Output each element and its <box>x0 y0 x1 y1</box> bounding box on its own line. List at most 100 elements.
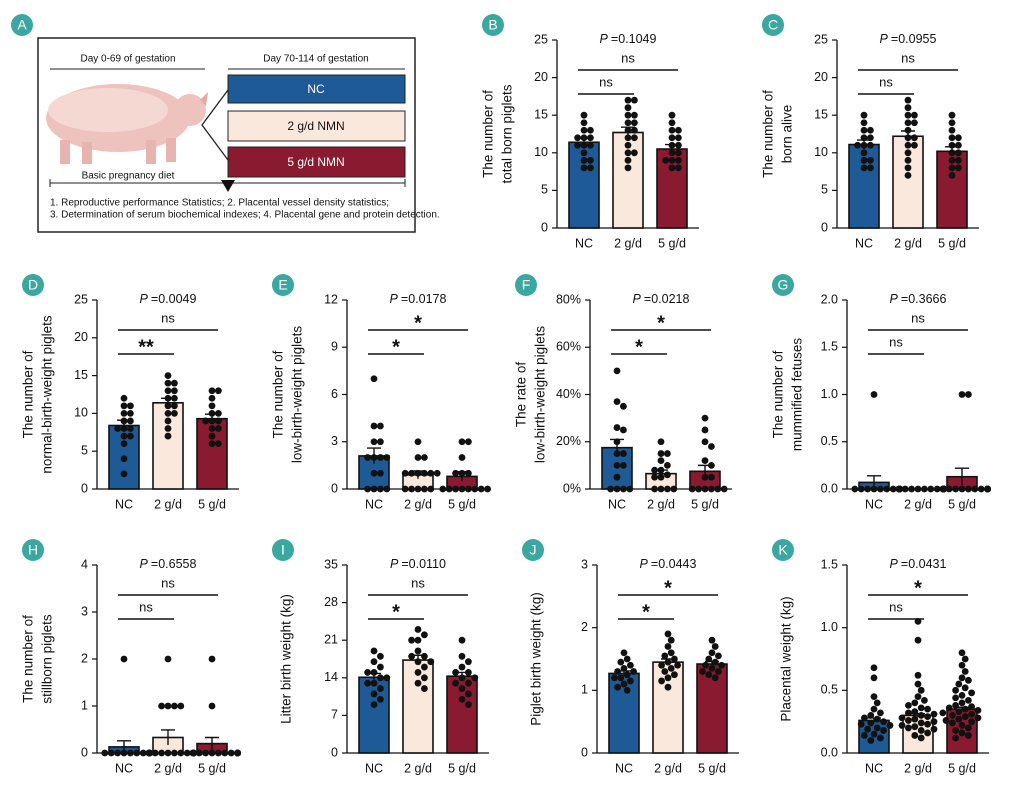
data-point <box>867 737 875 744</box>
data-point <box>870 693 878 700</box>
data-point <box>711 674 719 682</box>
y-axis-label: stillborn piglets <box>40 614 55 704</box>
data-point <box>870 391 878 398</box>
data-point <box>613 398 621 405</box>
data-point <box>617 658 625 666</box>
data-point <box>898 722 906 729</box>
significance-label: ns <box>161 575 175 590</box>
data-point <box>458 695 466 703</box>
data-point <box>120 417 128 425</box>
data-point <box>904 149 912 157</box>
p-value: P =0.6558 <box>140 557 197 571</box>
y-axis-label: The number of <box>771 350 786 438</box>
data-point <box>955 715 963 723</box>
data-point <box>911 119 918 127</box>
panel-badge <box>772 539 794 561</box>
data-point <box>120 432 128 440</box>
data-point <box>948 134 956 142</box>
data-point <box>614 683 621 691</box>
y-tick-label: 28 <box>324 595 338 609</box>
data-point <box>624 119 632 127</box>
data-point <box>370 669 378 676</box>
data-point <box>408 652 415 660</box>
data-point <box>930 718 938 726</box>
data-point <box>961 655 969 663</box>
data-point <box>408 636 415 644</box>
data-point <box>924 705 931 713</box>
data-point <box>651 466 658 474</box>
y-tick-label: 0 <box>331 745 338 759</box>
data-point <box>658 661 665 669</box>
p-value: P =0.0443 <box>640 557 697 571</box>
data-point <box>427 469 435 477</box>
data-point <box>620 485 627 493</box>
data-point <box>948 171 956 179</box>
p-number: =0.6558 <box>151 557 197 571</box>
data-point <box>667 665 675 672</box>
data-point <box>965 676 972 684</box>
data-point <box>158 702 166 710</box>
data-point <box>873 699 881 707</box>
p-number: =0.0110 <box>401 557 446 571</box>
data-point <box>911 723 919 731</box>
data-point <box>664 461 671 469</box>
significance-label: * <box>392 601 400 623</box>
data-point <box>901 485 909 493</box>
error-bar <box>955 467 969 486</box>
data-point <box>917 727 925 734</box>
data-point <box>705 655 713 663</box>
data-point <box>364 454 371 461</box>
data-point <box>965 724 972 732</box>
x-tick-label: NC <box>115 497 133 511</box>
p-number: =0.0049 <box>151 292 197 306</box>
data-point <box>613 485 621 493</box>
p-value: P =0.0955 <box>880 32 937 46</box>
data-point <box>961 705 969 713</box>
data-point <box>377 695 384 703</box>
data-point <box>620 649 628 657</box>
data-point <box>914 485 922 493</box>
data-point <box>702 661 709 669</box>
data-point <box>958 691 966 699</box>
group-box <box>227 110 406 142</box>
panel-badge <box>22 274 44 296</box>
data-point <box>215 425 222 432</box>
data-point <box>675 141 682 149</box>
data-point <box>439 485 447 493</box>
y-tick-label: 2.0 <box>821 292 838 306</box>
p-number: =0.0431 <box>901 557 947 571</box>
data-point <box>708 443 715 450</box>
data-point <box>657 457 665 465</box>
data-point <box>215 440 222 448</box>
chart-panel: G The number of mummified fetuses 0.0 0.5 1.0… <box>771 274 991 511</box>
data-point <box>671 671 678 679</box>
data-point <box>904 156 912 164</box>
data-point <box>675 156 682 164</box>
data-point <box>164 417 172 425</box>
data-point <box>126 432 134 440</box>
p-symbol: P <box>390 292 399 306</box>
data-point <box>452 485 459 493</box>
data-point <box>651 485 658 493</box>
p-number: =0.0178 <box>401 292 447 306</box>
data-point <box>877 485 884 493</box>
data-point <box>465 438 472 446</box>
data-point <box>458 438 466 446</box>
data-point <box>904 171 912 179</box>
x-tick-label: 2 g/d <box>154 497 182 511</box>
connector <box>201 89 229 161</box>
x-tick-label: 5 g/d <box>658 236 686 250</box>
data-point <box>968 703 975 711</box>
data-point <box>626 485 634 493</box>
data-point <box>471 674 479 682</box>
data-point <box>377 469 384 477</box>
data-point <box>607 485 614 493</box>
data-point <box>414 658 422 666</box>
data-point <box>208 410 216 417</box>
data-point <box>917 712 925 719</box>
data-point <box>873 724 881 732</box>
data-point <box>370 690 378 698</box>
data-point <box>914 636 922 644</box>
y-tick-label: 3 <box>81 604 88 618</box>
data-point <box>720 485 728 493</box>
